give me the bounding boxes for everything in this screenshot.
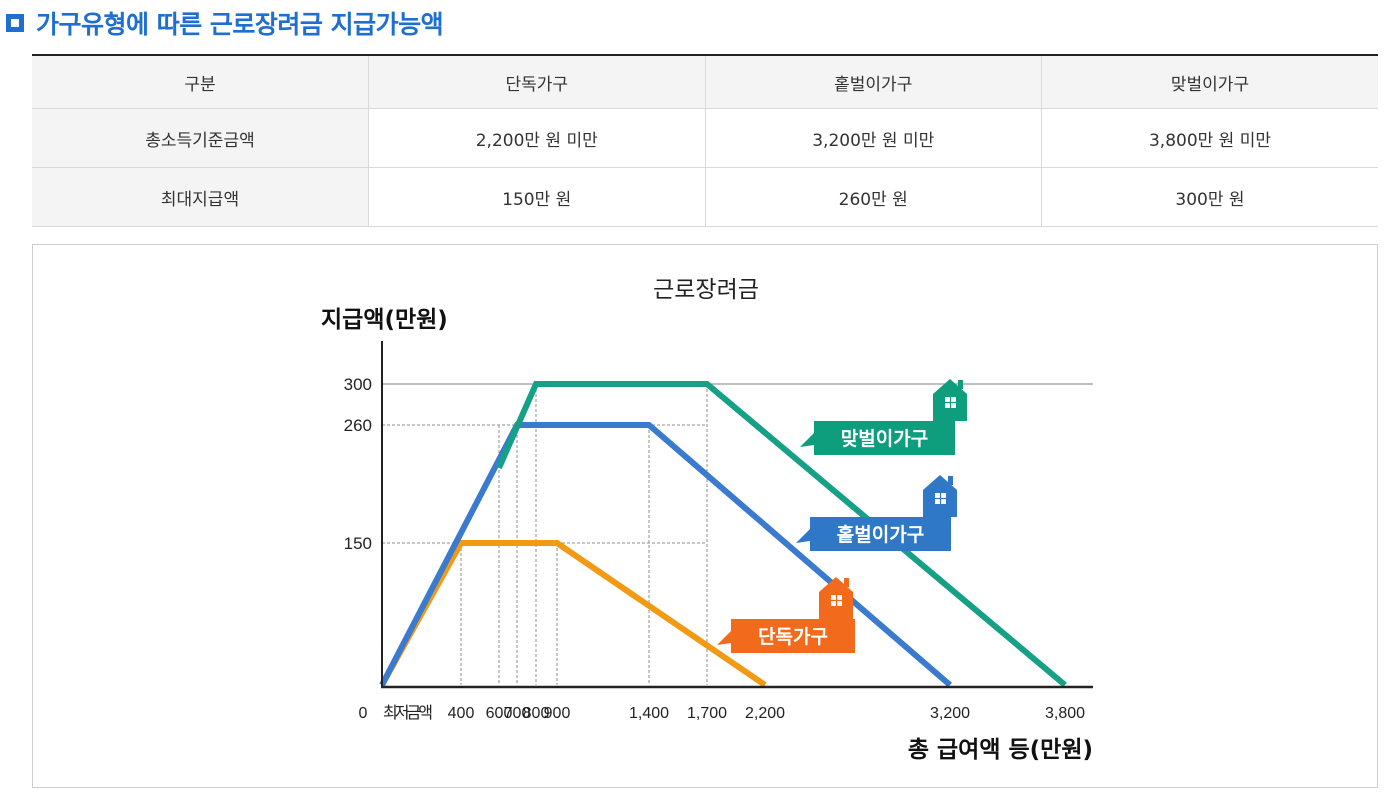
label-single: 단독가구 xyxy=(717,577,855,653)
series-label-text: 맞벌이가구 xyxy=(841,428,928,450)
x-tick-label: 2,200 xyxy=(745,705,785,722)
y-tick-label: 150 xyxy=(344,534,372,553)
table-header-row: 구분 단독가구 홑벌이가구 맞벌이가구 xyxy=(32,55,1378,109)
label-pointer xyxy=(800,433,814,447)
header-cell-category: 구분 xyxy=(32,55,369,109)
chart-container: 근로장려금 지급액(만원) 총 급여액 등(만원) 150 260 300 0 최저금액… xyxy=(32,244,1378,788)
series-label-text: 홑벌이가구 xyxy=(837,523,924,546)
table-row: 총소득기준금액 2,200만 원 미만 3,200만 원 미만 3,800만 원… xyxy=(32,108,1378,168)
house-chimney xyxy=(948,476,953,485)
x-tick-label: 3,200 xyxy=(930,705,970,722)
label-box xyxy=(810,517,951,551)
x-tick-label: 1,700 xyxy=(687,705,727,722)
page-header: 가구유형에 따른 근로장려금 지급가능액 xyxy=(6,4,444,42)
house-icon xyxy=(933,379,967,421)
label-pointer xyxy=(796,529,810,543)
series-line-single-earner xyxy=(379,422,952,688)
row-label: 총소득기준금액 xyxy=(32,108,369,168)
table-cell: 260만 원 xyxy=(704,167,1042,227)
label-pointer xyxy=(717,631,731,645)
x-tick-label: 700 xyxy=(504,705,531,722)
table-cell: 300만 원 xyxy=(1041,167,1378,227)
x-tick-label: 1,400 xyxy=(629,705,669,722)
square-bullet-icon xyxy=(6,14,24,32)
y-tick-label: 260 xyxy=(344,416,372,435)
chart-title: 근로장려금 xyxy=(653,277,759,303)
series-line-single xyxy=(379,540,767,688)
x-tick-label: 0 xyxy=(359,705,368,722)
series-label-text: 단독가구 xyxy=(758,626,828,648)
row-label: 최대지급액 xyxy=(32,167,369,227)
table-row: 최대지급액 150만 원 260만 원 300만 원 xyxy=(32,167,1378,227)
house-chimney xyxy=(958,380,963,389)
label-box xyxy=(731,619,855,653)
header-cell-dual-earner: 맞벌이가구 xyxy=(1041,55,1378,109)
x-tick-label: 600 xyxy=(486,705,513,722)
y-axis-title: 지급액(만원) xyxy=(321,307,448,333)
x-tick-label: 800 xyxy=(523,705,550,722)
x-tick-label: 3,800 xyxy=(1045,705,1085,722)
house-chimney xyxy=(844,578,849,587)
house-icon xyxy=(819,577,853,619)
table-cell: 3,200만 원 미만 xyxy=(704,108,1042,168)
x-axis-title: 총 급여액 등(만원) xyxy=(908,737,1093,763)
x-tick-label: 900 xyxy=(544,705,571,722)
x-tick-label: 400 xyxy=(448,705,475,722)
header-cell-single: 단독가구 xyxy=(368,55,705,109)
table-cell: 2,200만 원 미만 xyxy=(368,108,705,168)
line-chart: 근로장려금 지급액(만원) 총 급여액 등(만원) 150 260 300 0 최저금액… xyxy=(321,277,1093,763)
table-cell: 3,800만 원 미만 xyxy=(1041,108,1378,168)
x-tick-label: 최저금액 xyxy=(383,704,433,722)
info-table: 구분 단독가구 홑벌이가구 맞벌이가구 총소득기준금액 2,200만 원 미만 … xyxy=(32,54,1378,227)
table-cell: 150만 원 xyxy=(368,167,705,227)
house-icon xyxy=(923,475,957,517)
header-cell-single-earner: 홑벌이가구 xyxy=(704,55,1042,109)
y-tick-label: 300 xyxy=(344,375,372,394)
page-title: 가구유형에 따른 근로장려금 지급가능액 xyxy=(36,10,444,39)
label-box xyxy=(814,421,955,455)
label-single-earner: 홑벌이가구 xyxy=(796,475,957,551)
label-dual-earner: 맞벌이가구 xyxy=(800,379,967,455)
